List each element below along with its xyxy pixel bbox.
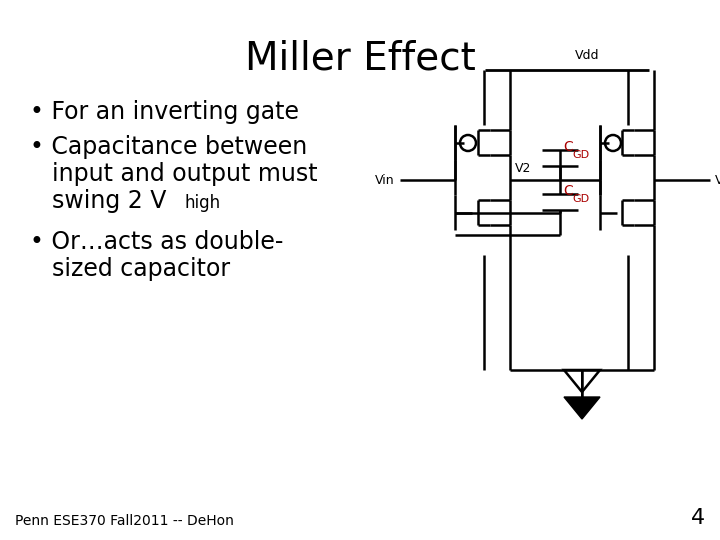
Text: V2: V2 [515,162,531,175]
Text: input and output must: input and output must [52,162,318,186]
Text: • For an inverting gate: • For an inverting gate [30,100,299,124]
Text: Vdd: Vdd [575,49,599,62]
Text: Penn ESE370 Fall2011 -- DeHon: Penn ESE370 Fall2011 -- DeHon [15,514,234,528]
Text: Vin: Vin [375,173,395,186]
Text: sized capacitor: sized capacitor [52,257,230,281]
Text: • Or…acts as double-: • Or…acts as double- [30,230,284,254]
Text: GD: GD [572,150,589,160]
Text: high: high [184,194,220,212]
FancyArrow shape [564,370,600,419]
Text: swing 2 V: swing 2 V [52,189,166,213]
Text: 4: 4 [691,508,705,528]
Text: Miller Effect: Miller Effect [245,40,475,78]
Text: • Capacitance between: • Capacitance between [30,135,307,159]
Text: Vout: Vout [715,173,720,186]
Text: C: C [563,140,572,154]
Text: GD: GD [572,194,589,204]
Text: C: C [563,184,572,198]
